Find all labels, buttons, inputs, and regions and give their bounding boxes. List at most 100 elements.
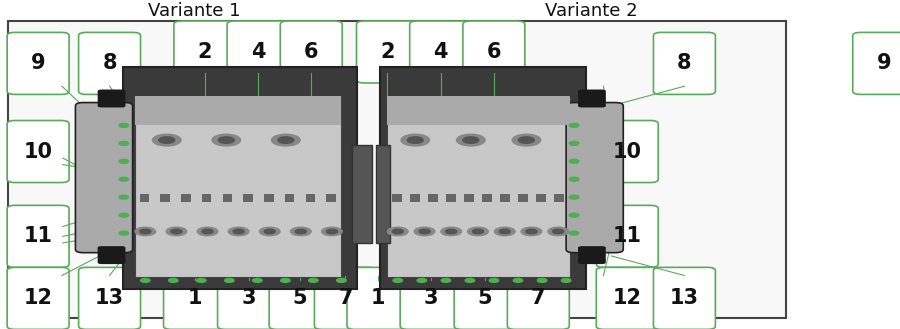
Circle shape (327, 229, 338, 234)
FancyBboxPatch shape (578, 89, 606, 108)
Text: 10: 10 (613, 141, 642, 162)
Circle shape (295, 229, 306, 234)
FancyBboxPatch shape (392, 194, 401, 202)
Circle shape (465, 278, 474, 282)
Circle shape (553, 229, 563, 234)
Circle shape (456, 134, 485, 146)
Circle shape (272, 134, 300, 146)
Circle shape (140, 229, 151, 234)
FancyBboxPatch shape (578, 246, 606, 264)
FancyBboxPatch shape (464, 194, 473, 202)
Circle shape (225, 278, 234, 282)
FancyBboxPatch shape (218, 267, 280, 329)
FancyBboxPatch shape (285, 194, 294, 202)
Circle shape (401, 134, 429, 146)
Circle shape (168, 278, 178, 282)
Text: 13: 13 (95, 288, 124, 308)
FancyBboxPatch shape (174, 21, 236, 83)
Circle shape (259, 227, 280, 236)
Text: 5: 5 (292, 288, 308, 308)
Text: 9: 9 (877, 53, 891, 73)
FancyBboxPatch shape (181, 194, 191, 202)
Circle shape (119, 141, 129, 145)
Circle shape (537, 278, 547, 282)
FancyBboxPatch shape (327, 194, 336, 202)
Circle shape (570, 195, 579, 199)
FancyBboxPatch shape (227, 21, 289, 83)
Circle shape (548, 227, 569, 236)
Text: Variante 1: Variante 1 (148, 2, 241, 20)
Circle shape (158, 137, 175, 143)
Circle shape (166, 227, 186, 236)
Circle shape (253, 278, 262, 282)
Circle shape (463, 137, 479, 143)
Text: 11: 11 (613, 226, 642, 246)
Circle shape (281, 278, 290, 282)
FancyBboxPatch shape (98, 89, 125, 108)
Circle shape (119, 123, 129, 127)
Text: Variante 2: Variante 2 (545, 2, 638, 20)
FancyBboxPatch shape (500, 194, 509, 202)
FancyBboxPatch shape (7, 120, 69, 183)
Circle shape (419, 229, 430, 234)
Circle shape (490, 278, 499, 282)
FancyBboxPatch shape (852, 32, 900, 94)
Text: 13: 13 (670, 288, 699, 308)
FancyBboxPatch shape (400, 267, 462, 329)
Text: 9: 9 (31, 53, 45, 73)
Circle shape (494, 227, 515, 236)
FancyBboxPatch shape (243, 194, 253, 202)
Circle shape (171, 229, 182, 234)
Circle shape (212, 134, 240, 146)
Circle shape (518, 137, 535, 143)
Circle shape (417, 278, 427, 282)
Text: 6: 6 (487, 42, 501, 62)
FancyBboxPatch shape (536, 194, 545, 202)
FancyBboxPatch shape (160, 194, 170, 202)
Circle shape (468, 227, 489, 236)
Circle shape (570, 123, 579, 127)
Circle shape (414, 227, 435, 236)
FancyBboxPatch shape (597, 205, 658, 267)
FancyBboxPatch shape (463, 21, 525, 83)
FancyBboxPatch shape (7, 205, 69, 267)
Circle shape (570, 159, 579, 163)
Text: 8: 8 (103, 53, 117, 73)
FancyBboxPatch shape (428, 194, 437, 202)
FancyBboxPatch shape (597, 267, 658, 329)
Text: 2: 2 (198, 42, 212, 62)
Circle shape (441, 278, 451, 282)
FancyBboxPatch shape (222, 194, 232, 202)
FancyBboxPatch shape (264, 194, 274, 202)
Text: 3: 3 (424, 288, 438, 308)
Circle shape (219, 137, 234, 143)
Circle shape (570, 231, 579, 235)
Text: 1: 1 (187, 288, 202, 308)
Circle shape (570, 177, 579, 181)
Text: 3: 3 (241, 288, 256, 308)
FancyBboxPatch shape (352, 145, 372, 243)
Circle shape (119, 159, 129, 163)
Circle shape (140, 278, 150, 282)
FancyBboxPatch shape (554, 194, 563, 202)
Text: 6: 6 (304, 42, 319, 62)
Circle shape (119, 195, 129, 199)
Circle shape (309, 278, 319, 282)
FancyBboxPatch shape (135, 96, 341, 125)
Circle shape (512, 134, 541, 146)
Text: 4: 4 (251, 42, 266, 62)
Circle shape (570, 213, 579, 217)
Circle shape (500, 229, 510, 234)
FancyBboxPatch shape (653, 32, 716, 94)
FancyBboxPatch shape (380, 67, 586, 289)
Circle shape (119, 213, 129, 217)
Circle shape (152, 134, 181, 146)
FancyBboxPatch shape (518, 194, 527, 202)
Circle shape (441, 227, 462, 236)
FancyBboxPatch shape (410, 21, 472, 83)
FancyBboxPatch shape (375, 145, 390, 243)
FancyBboxPatch shape (78, 32, 140, 94)
FancyBboxPatch shape (597, 120, 658, 183)
FancyBboxPatch shape (347, 267, 409, 329)
FancyBboxPatch shape (135, 98, 341, 277)
